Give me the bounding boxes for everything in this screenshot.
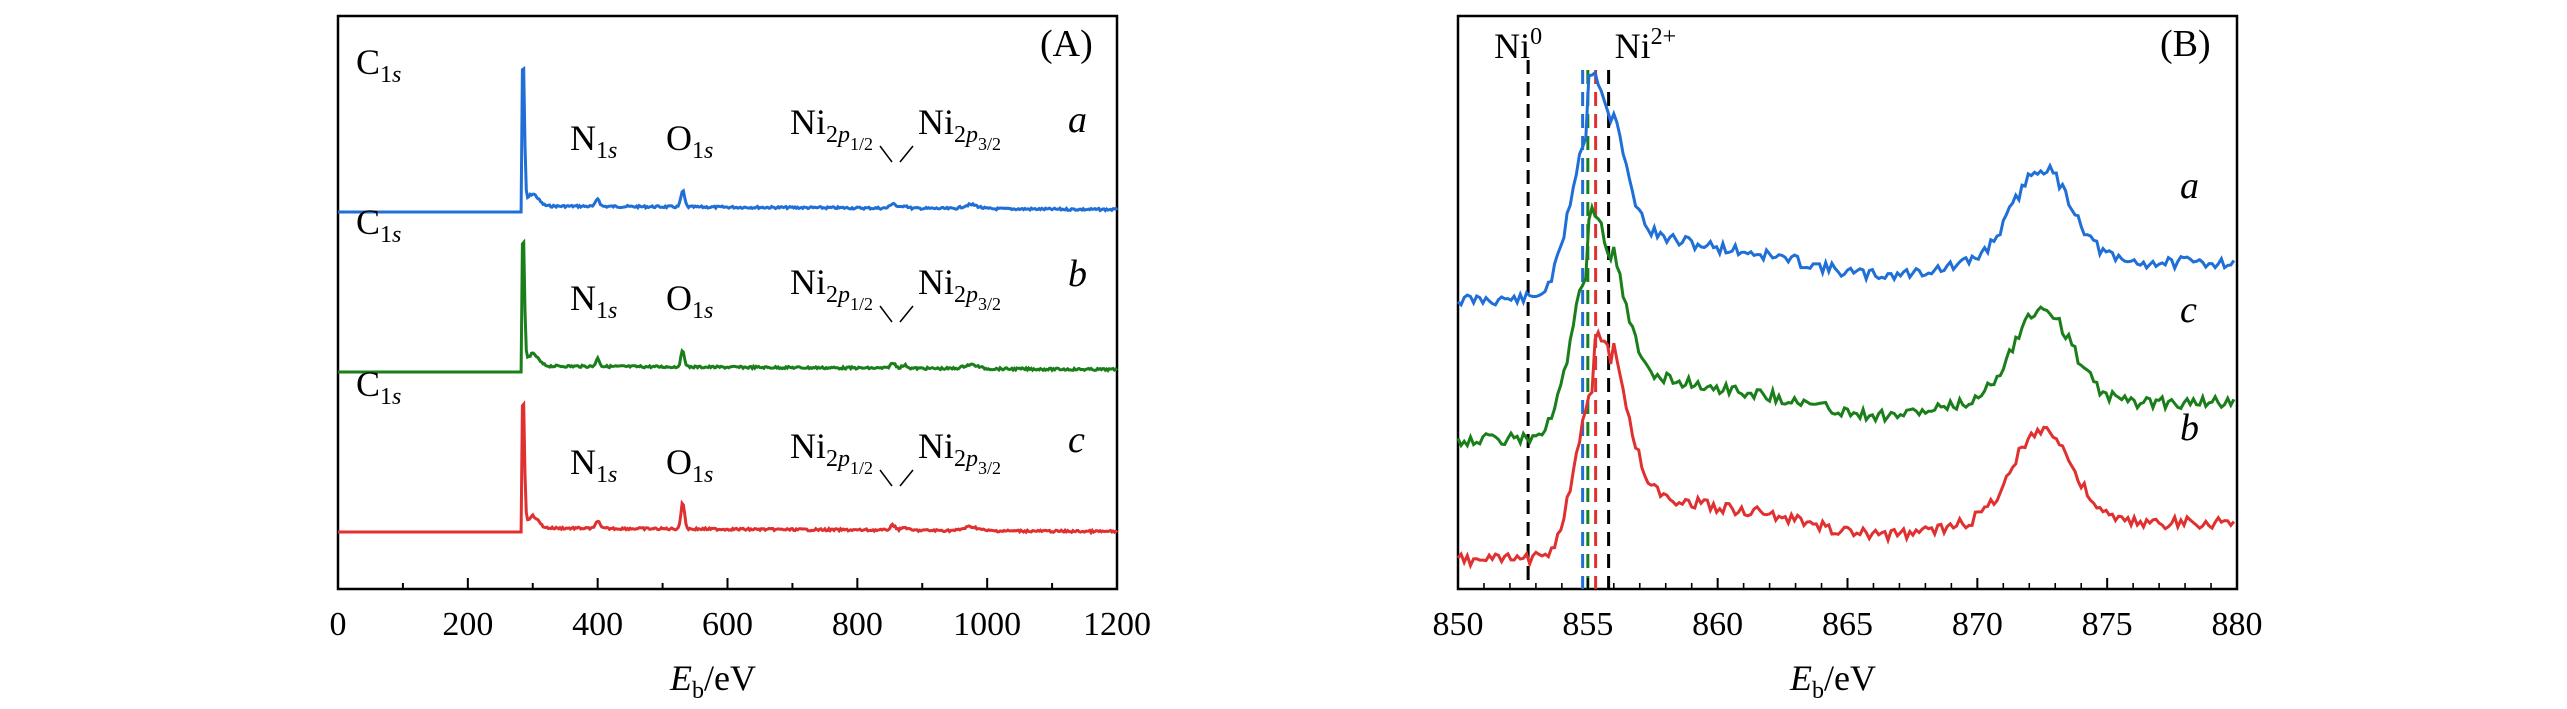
- peak-label-n: N1s: [570, 442, 617, 488]
- peak-label-c: C1s: [356, 364, 401, 410]
- panel-a-x-axis: 0 200 400 600 800 1000 1200: [330, 578, 1151, 643]
- panel-b-reference-lines: [1526, 60, 1611, 589]
- peak-annotation-row: C1s N1s O1s Ni2p1/2 Ni2p3/2: [356, 202, 1001, 324]
- peak-label-o: O1s: [666, 278, 713, 324]
- curve-c: [338, 400, 1119, 536]
- panel-a-x-title-e: E: [669, 658, 692, 698]
- leader-line: [899, 469, 914, 487]
- panel-b-x-title-unit: /eV: [1824, 658, 1876, 698]
- leader-line: [899, 145, 914, 163]
- panel-a-label: (A): [1040, 23, 1093, 65]
- x-tick-label: 855: [1562, 606, 1613, 643]
- curve-label-a: a: [1068, 99, 1087, 141]
- reference-label-ni2plus: Ni2+: [1615, 24, 1677, 66]
- panel-a-peak-annotations: C1s N1s O1s Ni2p1/2 Ni2p3/2 C1s N1s O1s Ni2p1/2 N…: [356, 42, 1001, 488]
- peak-label-ni: Ni2p3/2: [918, 262, 1001, 314]
- x-tick-label: 850: [1433, 606, 1484, 643]
- leader-line: [879, 145, 893, 163]
- panel-a: 0 200 400 600 800 1000 1200 C1s N1s O1s Ni2p1/2 Ni…: [330, 14, 1151, 704]
- leader-line: [879, 305, 893, 323]
- panel-a-x-title: Eb/eV: [669, 658, 756, 704]
- peak-label-ni: Ni2p3/2: [918, 426, 1001, 478]
- panel-b: 850 855 860 865 870 875 880 (B) a c b Ni0 Ni2+ Eb…: [1433, 14, 2263, 704]
- curve-a: [338, 65, 1119, 214]
- x-tick-label: 860: [1692, 606, 1743, 643]
- x-tick-label: 870: [1952, 606, 2003, 643]
- curve-a: [1456, 70, 2236, 308]
- curve-label-b: b: [1068, 253, 1087, 295]
- x-tick-label: 600: [702, 606, 753, 643]
- peak-annotation-row: C1s N1s O1s Ni2p1/2 Ni2p3/2: [356, 42, 1001, 164]
- x-tick-label: 1200: [1083, 606, 1151, 643]
- x-tick-label: 880: [2212, 606, 2263, 643]
- panel-b-reference-labels: Ni0 Ni2+: [1494, 24, 1676, 66]
- panel-a-x-title-unit: /eV: [704, 658, 756, 698]
- peak-label-ni: Ni2p1/2: [790, 102, 873, 154]
- peak-label-c: C1s: [356, 202, 401, 248]
- panel-b-x-title-sub: b: [1812, 678, 1824, 704]
- curve-b: [1456, 328, 2236, 570]
- peak-label-ni: Ni2p1/2: [790, 262, 873, 314]
- curve-b: [338, 238, 1119, 374]
- peak-label-o: O1s: [666, 118, 713, 164]
- panel-b-label: (B): [2160, 23, 2211, 65]
- curve-label-a: a: [2180, 165, 2199, 207]
- peak-label-ni: Ni2p1/2: [790, 426, 873, 478]
- peak-label-c: C1s: [356, 42, 401, 88]
- peak-label-o: O1s: [666, 442, 713, 488]
- panel-a-curve-labels: a b c: [1068, 99, 1087, 461]
- x-tick-label: 1000: [953, 606, 1021, 643]
- panel-b-curves: [1456, 70, 2236, 570]
- peak-annotation-row: C1s N1s O1s Ni2p1/2 Ni2p3/2: [356, 364, 1001, 488]
- x-tick-label: 865: [1822, 606, 1873, 643]
- curve-label-b: b: [2180, 407, 2199, 449]
- x-tick-label: 800: [832, 606, 883, 643]
- x-tick-label: 200: [442, 606, 493, 643]
- leader-line: [879, 469, 893, 487]
- leader-line: [899, 305, 914, 323]
- panel-b-x-title: Eb/eV: [1789, 658, 1876, 704]
- panel-a-x-title-sub: b: [692, 678, 704, 704]
- panel-b-x-title-e: E: [1789, 658, 1812, 698]
- reference-label-ni0: Ni0: [1494, 24, 1542, 66]
- peak-label-ni: Ni2p3/2: [918, 102, 1001, 154]
- x-tick-label: 875: [2082, 606, 2133, 643]
- curve-label-c: c: [2180, 289, 2197, 331]
- panel-b-frame: [1456, 14, 2239, 591]
- curve-label-c: c: [1068, 419, 1085, 461]
- x-tick-label: 400: [572, 606, 623, 643]
- panel-a-curves: [338, 65, 1119, 536]
- panel-b-x-axis: 850 855 860 865 870 875 880: [1433, 578, 2263, 643]
- panel-b-curve-labels: a c b: [2180, 165, 2199, 449]
- peak-label-n: N1s: [570, 278, 617, 324]
- curve-c: [1456, 202, 2236, 449]
- x-tick-label: 0: [330, 606, 347, 643]
- peak-label-n: N1s: [570, 118, 617, 164]
